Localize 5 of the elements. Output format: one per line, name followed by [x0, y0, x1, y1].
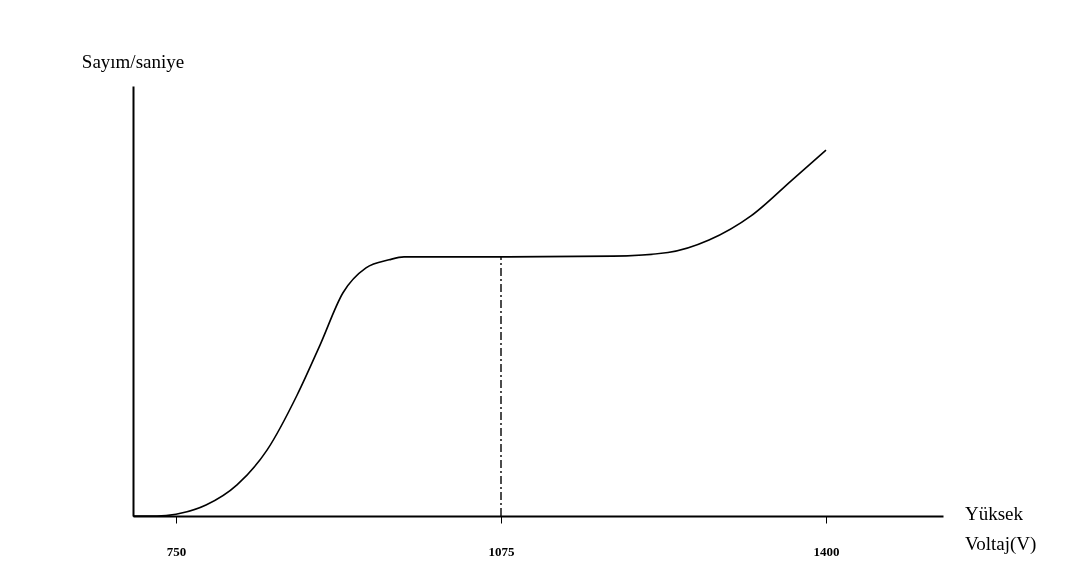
x-axis-title: Yüksek Voltaj(V) [965, 503, 1037, 555]
y-axis-title: Sayım/saniye [81, 51, 185, 72]
x-tick-label: 750 [166, 543, 187, 559]
x-tick-label: 1075 [488, 543, 515, 559]
x-tick-label: 1400 [813, 543, 840, 559]
